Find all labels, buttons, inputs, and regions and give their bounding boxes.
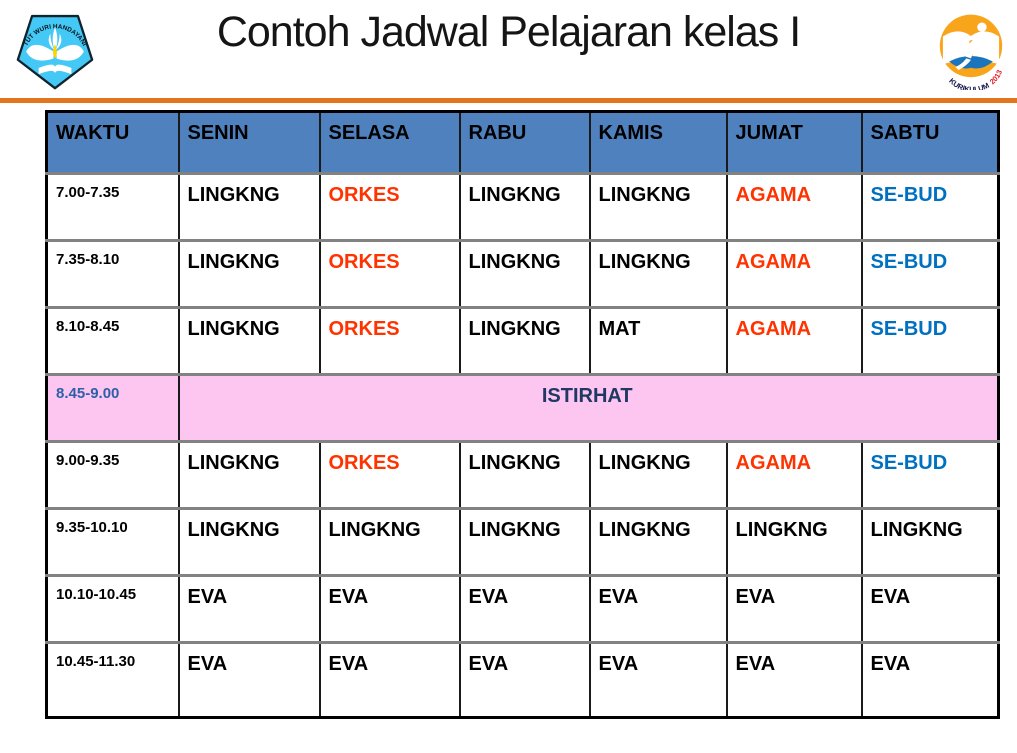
kurikulum-2013-logo: KURIKULUM 2013 — [939, 14, 1004, 90]
subject-cell: EVA — [177, 641, 320, 718]
column-header-senin: SENIN — [177, 111, 320, 174]
table-row: 9.00-9.35 LINGKNG ORKES LINGKNG LINGKNG AGAMA… — [45, 440, 999, 509]
table-row: 9.35-10.10 LINGKNG LINGKNG LINGKNG LINGKNG LI… — [45, 507, 999, 576]
subject-cell: LINGKNG — [588, 172, 727, 241]
column-header-rabu: RABU — [458, 111, 590, 174]
subject-cell: SE-BUD — [860, 440, 999, 509]
subject-cell: SE-BUD — [860, 239, 999, 308]
page-title: Contoh Jadwal Pelajaran kelas I — [216, 8, 801, 56]
subject-cell: AGAMA — [725, 172, 862, 241]
subject-cell: LINGKNG — [458, 239, 590, 308]
column-header-sabtu: SABTU — [860, 111, 999, 174]
tut-wuri-handayani-logo: TUT WURI HANDAYANI — [16, 14, 94, 90]
subject-cell: LINGKNG — [588, 507, 727, 576]
time-cell: 9.35-10.10 — [45, 507, 179, 576]
header-row: WAKTU SENIN SELASA RABU KAMIS JUMAT SABTU — [45, 111, 999, 174]
subject-cell: LINGKNG — [588, 440, 727, 509]
subject-cell: LINGKNG — [588, 239, 727, 308]
subject-cell: EVA — [318, 574, 460, 643]
time-cell: 9.00-9.35 — [45, 440, 179, 509]
subject-cell: ORKES — [318, 440, 460, 509]
wings-flame-emblem — [26, 27, 84, 75]
subject-cell: ORKES — [318, 172, 460, 241]
column-header-jumat: JUMAT — [725, 111, 862, 174]
subject-cell: EVA — [588, 574, 727, 643]
subject-cell: LINGKNG — [458, 507, 590, 576]
time-cell: 7.00-7.35 — [45, 172, 179, 241]
subject-cell: EVA — [725, 574, 862, 643]
subject-cell: LINGKNG — [458, 440, 590, 509]
subject-cell: AGAMA — [725, 239, 862, 308]
table-row: 10.45-11.30 EVA EVA EVA EVA EVA EVA — [45, 641, 999, 718]
table-row: 7.35-8.10 LINGKNG ORKES LINGKNG LINGKNG AGAMA… — [45, 239, 999, 308]
time-cell: 10.10-10.45 — [45, 574, 179, 643]
column-header-waktu: WAKTU — [45, 111, 179, 174]
subject-cell: EVA — [860, 574, 999, 643]
table-row: 7.00-7.35 LINGKNG ORKES LINGKNG LINGKNG AGAMA… — [45, 172, 999, 241]
book-runner-emblem — [942, 22, 1000, 71]
title-divider — [0, 98, 1017, 103]
subject-cell: EVA — [725, 641, 862, 718]
subject-cell: EVA — [588, 641, 727, 718]
time-cell: 10.45-11.30 — [45, 641, 179, 718]
subject-cell: AGAMA — [725, 306, 862, 375]
subject-cell: SE-BUD — [860, 306, 999, 375]
subject-cell: LINGKNG — [458, 306, 590, 375]
subject-cell: LINGKNG — [177, 507, 320, 576]
right-logo-text-year: 2013 — [988, 68, 1004, 86]
subject-cell: EVA — [458, 641, 590, 718]
subject-cell: LINGKNG — [177, 306, 320, 375]
subject-cell: EVA — [318, 641, 460, 718]
subject-cell: SE-BUD — [860, 172, 999, 241]
column-header-selasa: SELASA — [318, 111, 460, 174]
break-label-cell: ISTIRHAT — [177, 373, 999, 442]
schedule-table: WAKTU SENIN SELASA RABU KAMIS JUMAT SABTU 7.00… — [45, 110, 1000, 719]
subject-cell: LINGKNG — [860, 507, 999, 576]
subject-cell: AGAMA — [725, 440, 862, 509]
subject-cell: ORKES — [318, 306, 460, 375]
table-body: 7.00-7.35 LINGKNG ORKES LINGKNG LINGKNG AGAMA… — [45, 172, 999, 718]
table-header: WAKTU SENIN SELASA RABU KAMIS JUMAT SABTU — [45, 111, 999, 174]
subject-cell: EVA — [860, 641, 999, 718]
time-cell: 7.35-8.10 — [45, 239, 179, 308]
subject-cell: LINGKNG — [458, 172, 590, 241]
subject-cell: EVA — [458, 574, 590, 643]
right-logo-text-main: KURIKULUM — [947, 76, 990, 90]
table-row: 8.10-8.45 LINGKNG ORKES LINGKNG MAT AGAMA SE-B… — [45, 306, 999, 375]
break-row: 8.45-9.00 ISTIRHAT — [45, 373, 999, 442]
subject-cell: EVA — [177, 574, 320, 643]
time-cell: 8.10-8.45 — [45, 306, 179, 375]
subject-cell: MAT — [588, 306, 727, 375]
subject-cell: LINGKNG — [318, 507, 460, 576]
subject-cell: LINGKNG — [177, 172, 320, 241]
subject-cell: LINGKNG — [177, 239, 320, 308]
column-header-kamis: KAMIS — [588, 111, 727, 174]
time-cell: 8.45-9.00 — [45, 373, 179, 442]
subject-cell: ORKES — [318, 239, 460, 308]
subject-cell: LINGKNG — [725, 507, 862, 576]
flame — [53, 44, 57, 59]
table-row: 10.10-10.45 EVA EVA EVA EVA EVA EVA — [45, 574, 999, 643]
subject-cell: LINGKNG — [177, 440, 320, 509]
open-book — [38, 64, 72, 75]
